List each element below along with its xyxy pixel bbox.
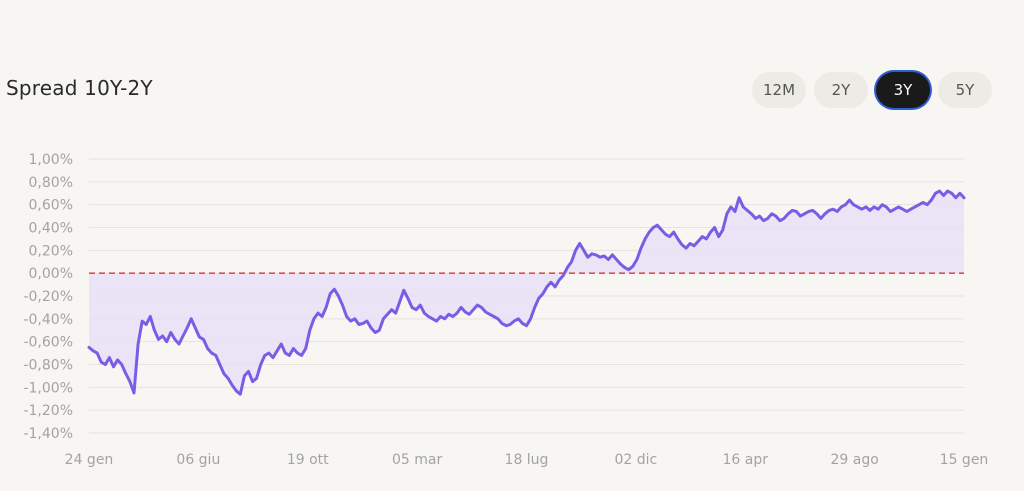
- chart-title: Spread 10Y-2Y: [6, 76, 153, 100]
- x-tick-label: 02 dic: [615, 452, 658, 468]
- x-tick-label: 15 gen: [940, 452, 989, 468]
- y-tick-label: -0,40%: [23, 312, 73, 328]
- range-selector: 12M 2Y 3Y 5Y: [752, 72, 992, 108]
- spread-series-line: [87, 189, 966, 396]
- y-tick-label: 0,60%: [29, 198, 73, 214]
- x-tick-label: 16 apr: [723, 452, 769, 468]
- range-tab-3y[interactable]: 3Y: [876, 72, 930, 108]
- x-tick-label: 24 gen: [65, 452, 114, 468]
- y-tick-label: 0,00%: [29, 266, 73, 282]
- range-tab-12m[interactable]: 12M: [752, 72, 806, 108]
- spread-area-fill: [89, 191, 964, 395]
- y-tick-label: -0,20%: [23, 289, 73, 305]
- range-tab-2y[interactable]: 2Y: [814, 72, 868, 108]
- x-tick-label: 19 ott: [287, 452, 329, 468]
- y-tick-label: -0,60%: [23, 335, 73, 351]
- x-tick-label: 18 lug: [505, 452, 549, 468]
- range-tab-5y[interactable]: 5Y: [938, 72, 992, 108]
- y-tick-label: 1,00%: [29, 152, 73, 168]
- y-tick-label: -0,80%: [23, 358, 73, 374]
- x-tick-label: 29 ago: [830, 452, 878, 468]
- x-axis-ticks: 24 gen 06 giu 19 ott 05 mar 18 lug 02 dic 16 a…: [65, 452, 989, 468]
- x-tick-label: 06 giu: [176, 452, 220, 468]
- y-axis-ticks: 1,00% 0,80% 0,60% 0,40% 0,20% 0,00% -0,20% -0,4…: [23, 152, 73, 442]
- y-tick-label: -1,40%: [23, 426, 73, 442]
- y-tick-label: 0,20%: [29, 243, 73, 259]
- y-tick-label: -1,20%: [23, 403, 73, 419]
- y-tick-label: -1,00%: [23, 380, 73, 396]
- x-tick-label: 05 mar: [392, 452, 442, 468]
- y-tick-label: 0,80%: [29, 175, 73, 191]
- y-tick-label: 0,40%: [29, 221, 73, 237]
